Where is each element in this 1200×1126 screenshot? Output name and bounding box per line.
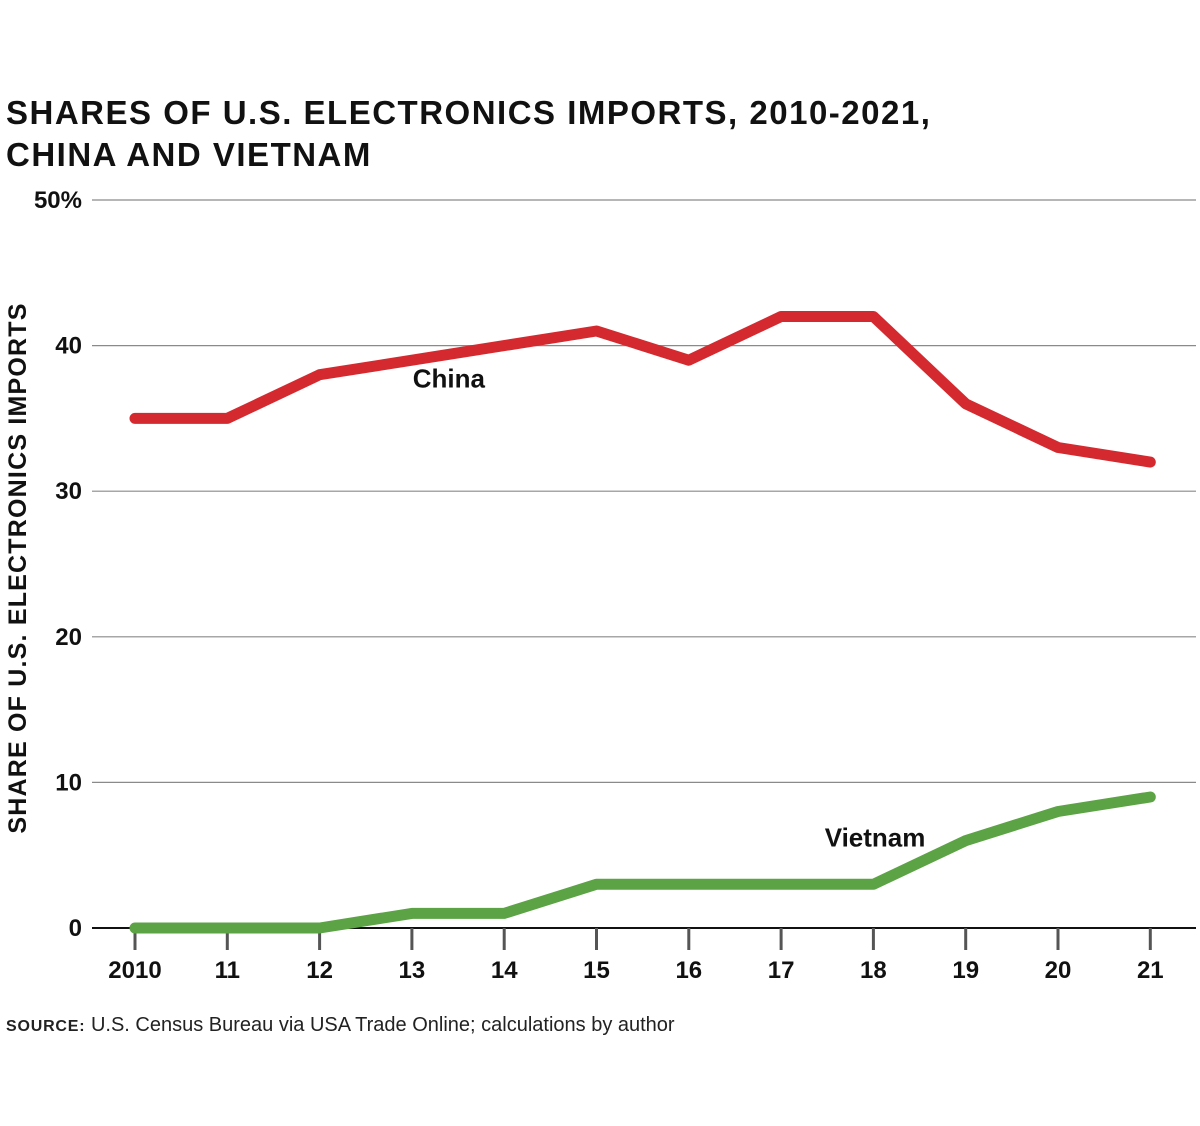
source-label: SOURCE: <box>6 1018 86 1035</box>
x-tick-label: 11 <box>215 957 240 984</box>
series-label-china: China <box>413 363 486 393</box>
y-axis-label: SHARE OF U.S. ELECTRONICS IMPORTS <box>4 302 32 833</box>
x-tick-label: 2010 <box>108 957 161 984</box>
series-line-vietnam <box>129 791 1156 934</box>
gridlines <box>92 199 1196 784</box>
chart-title-line-1: SHARES OF U.S. ELECTRONICS IMPORTS, 2010… <box>6 94 932 131</box>
y-tick-label: 50% <box>34 187 82 214</box>
x-tick-label: 12 <box>306 957 333 984</box>
source-text: U.S. Census Bureau via USA Trade Online;… <box>85 1014 675 1036</box>
y-tick-label: 30 <box>55 478 82 505</box>
series-lines <box>129 311 1156 934</box>
x-tick-label: 13 <box>399 957 426 984</box>
series-line-china <box>129 311 1156 468</box>
series-labels: China Vietnam <box>413 363 926 852</box>
y-tick-labels: 0 10 20 30 40 50% <box>34 187 82 942</box>
x-axis: 2010 11 12 13 14 15 16 17 18 19 20 21 <box>92 927 1196 984</box>
x-tick-label: 21 <box>1137 957 1164 984</box>
x-tick-label: 20 <box>1045 957 1072 984</box>
chart-title: SHARES OF U.S. ELECTRONICS IMPORTS, 2010… <box>6 92 1106 176</box>
y-tick-label: 0 <box>69 915 82 942</box>
series-label-vietnam: Vietnam <box>825 822 926 852</box>
source-note: SOURCE: U.S. Census Bureau via USA Trade… <box>6 1014 675 1037</box>
x-tick-label: 14 <box>491 957 518 984</box>
y-tick-label: 20 <box>55 624 82 651</box>
x-tick-label: 15 <box>583 957 610 984</box>
x-tick-label: 17 <box>768 957 795 984</box>
x-tick-label: 16 <box>675 957 702 984</box>
chart-title-line-2: CHINA AND VIETNAM <box>6 136 372 173</box>
y-tick-label: 10 <box>55 769 82 796</box>
x-tick-label: 19 <box>952 957 979 984</box>
y-tick-label: 40 <box>55 333 82 360</box>
x-tick-label: 18 <box>860 957 887 984</box>
